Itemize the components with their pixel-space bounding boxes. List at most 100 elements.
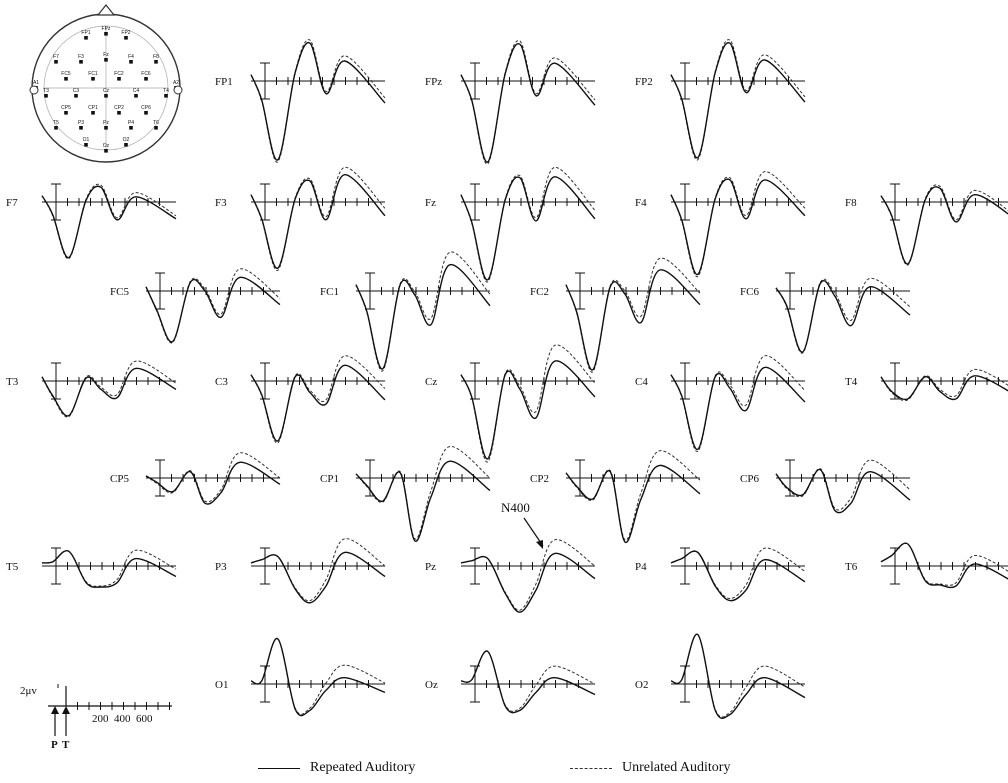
repeated-waveform — [460, 650, 596, 714]
scalp-electrode-label: O1 — [83, 137, 90, 143]
scalp-electrode-label: CP6 — [141, 105, 151, 111]
repeated-waveform — [670, 550, 806, 602]
electrode-panel-cp6: CP6 — [740, 459, 911, 514]
scalp-electrode-dot — [79, 60, 83, 64]
scalp-electrode-dot — [64, 111, 68, 115]
electrode-label: Oz — [425, 679, 438, 691]
scalp-electrode-label: FC1 — [88, 71, 98, 77]
right-ear — [173, 85, 183, 95]
n400-arrow-head — [536, 540, 543, 549]
scalp-electrode-label: F4 — [128, 54, 134, 60]
scalp-electrode-dot — [54, 126, 58, 130]
repeated-waveform — [880, 375, 1008, 401]
electrode-panel-o2: O2 — [635, 633, 806, 720]
legend-solid-line — [258, 767, 300, 769]
scale-tick-label: 400 — [114, 713, 131, 725]
electrode-panel-t4: T4 — [845, 362, 1008, 402]
scalp-electrode-dot — [91, 77, 95, 81]
repeated-waveform — [145, 461, 281, 505]
repeated-waveform — [355, 460, 491, 542]
electrode-label: Pz — [425, 561, 436, 573]
electrode-label: CP5 — [110, 473, 129, 485]
legend-repeated-label: Repeated Auditory — [310, 760, 416, 775]
electrode-label: FC5 — [110, 286, 129, 298]
scalp-electrode-dot — [104, 149, 108, 153]
electrode-label: F8 — [845, 197, 857, 209]
scalp-electrode-dot — [117, 111, 121, 115]
amplitude-scale-label: 2μv — [20, 685, 37, 697]
electrode-label: P4 — [635, 561, 647, 573]
unrelated-waveform — [880, 542, 1008, 586]
electrode-panel-t5: T5 — [6, 547, 177, 588]
electrode-panel-p4: P4 — [635, 547, 806, 602]
repeated-waveform — [775, 280, 911, 353]
electrode-panel-fz: Fz — [425, 166, 596, 283]
scalp-electrode-dot — [129, 126, 133, 130]
electrode-label: FC6 — [740, 286, 759, 298]
unrelated-waveform — [145, 452, 281, 503]
scalp-electrode-dot — [104, 94, 108, 98]
electrode-panel-c3: C3 — [215, 355, 386, 444]
electrode-label: Fz — [425, 197, 436, 209]
scalp-electrode-label: CP2 — [114, 105, 124, 111]
repeated-waveform — [250, 638, 386, 717]
repeated-waveform — [670, 42, 806, 159]
scalp-electrode-label: FC6 — [141, 71, 151, 77]
electrode-panel-f3: F3 — [215, 166, 386, 271]
legend-unrelated-label: Unrelated Auditory — [622, 760, 731, 775]
electrode-panel-pz: Pz — [425, 539, 596, 613]
electrode-panel-f8: F8 — [845, 183, 1008, 266]
repeated-waveform — [41, 367, 177, 417]
scalp-electrode-dot — [104, 126, 108, 130]
electrode-panel-t3: T3 — [6, 360, 177, 418]
unrelated-waveform — [670, 547, 806, 600]
scalp-electrode-label: CP1 — [88, 105, 98, 111]
electrode-label: T5 — [6, 561, 19, 573]
unrelated-waveform — [460, 650, 596, 712]
electrode-panel-cz: Cz — [425, 344, 596, 463]
repeated-waveform — [460, 552, 596, 613]
electrode-panel-fp1: FP1 — [215, 39, 386, 163]
n400-label: N400 — [501, 500, 530, 515]
legend-dashed-line — [570, 767, 612, 769]
electrode-label: C3 — [215, 376, 228, 388]
scalp-montage-map: FP1 FPz FP2 F7 F3 Fz F4 F8 FC5 FC1 FC2 FC6 T3 C3 Cz C4 T… — [29, 4, 183, 163]
scalp-electrode-dot — [124, 36, 128, 40]
legend-repeated: Repeated Auditory — [258, 760, 415, 776]
p-arrow-head — [51, 706, 59, 714]
electrode-panel-fpz: FPz — [425, 40, 596, 165]
electrode-panel-fc6: FC6 — [740, 272, 911, 354]
repeated-waveform — [670, 366, 806, 451]
electrode-label: O2 — [635, 679, 648, 691]
scalp-electrode-label: A2 — [173, 80, 179, 86]
scalp-electrode-label: F8 — [153, 54, 159, 60]
electrode-label: CP2 — [530, 473, 549, 485]
scalp-electrode-label: T6 — [153, 120, 159, 126]
unrelated-waveform — [460, 539, 596, 611]
scalp-electrode-dot — [104, 58, 108, 62]
scalp-electrode-dot — [64, 77, 68, 81]
unrelated-waveform — [145, 268, 281, 344]
scalp-electrode-dot — [144, 111, 148, 115]
unrelated-waveform — [880, 368, 1008, 402]
unrelated-waveform — [460, 344, 596, 463]
scalp-electrode-dot — [117, 77, 121, 81]
scalp-electrode-dot — [134, 94, 138, 98]
repeated-waveform — [670, 633, 806, 720]
nose-outline — [96, 4, 116, 16]
repeated-waveform — [565, 269, 701, 371]
repeated-waveform — [145, 276, 281, 343]
electrode-label: F4 — [635, 197, 647, 209]
p-onset-label: P — [51, 739, 58, 751]
scalp-electrode-label: A1 — [33, 80, 39, 86]
electrode-panel-c4: C4 — [635, 355, 806, 452]
repeated-waveform — [460, 176, 596, 281]
repeated-waveform — [250, 364, 386, 442]
scalp-electrode-label: FPz — [102, 26, 111, 32]
n400-annotation: N400 — [501, 500, 544, 549]
repeated-waveform — [775, 468, 911, 514]
electrode-label: FP1 — [215, 76, 233, 88]
unrelated-waveform — [41, 360, 177, 418]
electrode-panel-f4: F4 — [635, 171, 806, 278]
